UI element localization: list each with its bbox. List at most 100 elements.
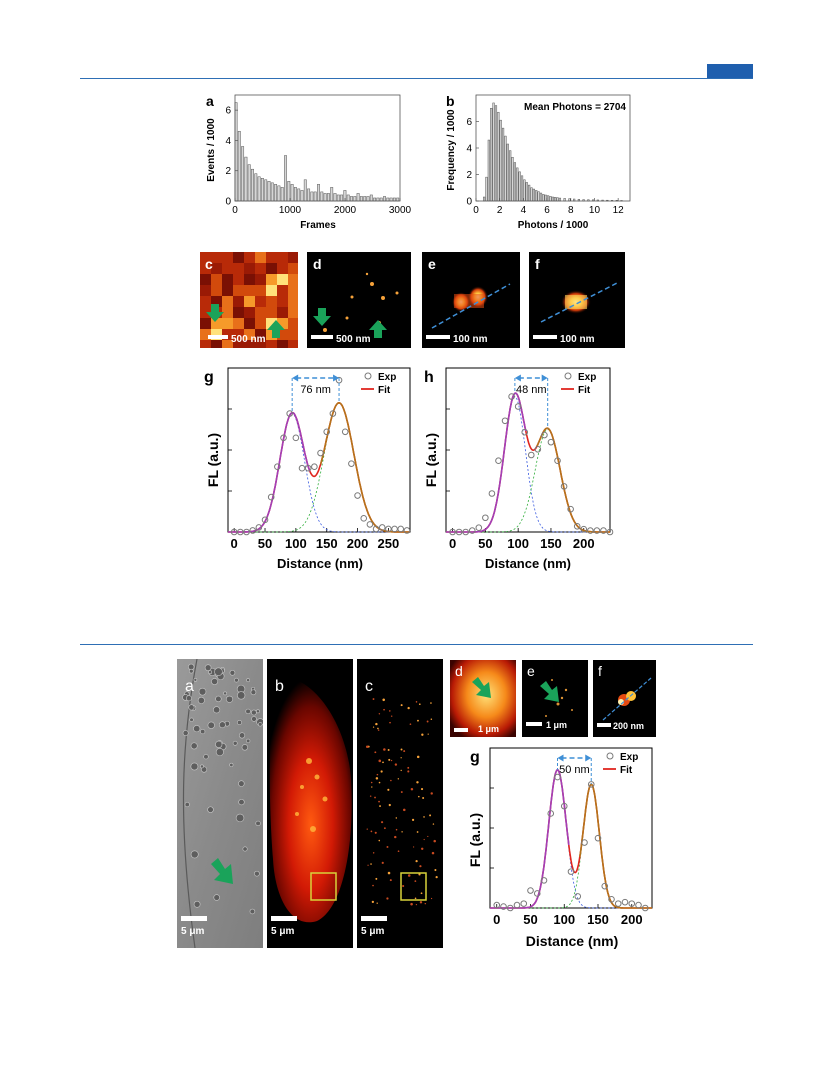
exp-data-point	[606, 528, 614, 536]
localization	[417, 719, 419, 722]
pixel	[211, 263, 222, 274]
localization	[423, 838, 425, 841]
legend-fit-label: Fit	[378, 385, 391, 396]
pixel	[288, 318, 298, 329]
granule	[200, 729, 206, 735]
granule	[245, 738, 251, 744]
granule	[234, 677, 239, 683]
localization	[374, 831, 377, 834]
histogram-bar	[490, 108, 493, 202]
exp-data-point	[560, 483, 568, 490]
histogram-bar	[537, 191, 540, 202]
histogram-bar	[303, 179, 307, 202]
pixel	[222, 296, 233, 307]
distance-label: 50 nm	[559, 764, 590, 776]
localization	[410, 902, 413, 906]
localization	[386, 845, 389, 848]
granule	[207, 806, 214, 813]
fig1-panel-c-image: 500 nm c	[200, 252, 298, 348]
histogram-bar	[499, 119, 502, 202]
exp-data-point	[274, 463, 281, 471]
x-tick-label: 4	[521, 205, 527, 216]
pixel	[288, 285, 298, 296]
localization	[418, 873, 421, 876]
pixel	[233, 296, 244, 307]
x-tick-label: 50	[258, 536, 272, 551]
localization	[431, 851, 435, 855]
pixel	[200, 285, 211, 296]
pixel	[233, 274, 244, 285]
histogram-bar	[369, 194, 373, 202]
exp-data-point	[635, 901, 642, 909]
histogram-bar	[487, 139, 490, 202]
distance-label: 76 nm	[300, 384, 331, 396]
localization	[389, 710, 391, 712]
granule	[254, 870, 260, 877]
pixel	[288, 329, 298, 340]
localization	[432, 823, 435, 825]
localization	[426, 720, 429, 723]
exp-data-point	[600, 527, 607, 534]
x-tick-label: 200	[573, 536, 595, 551]
histogram-bar	[520, 175, 524, 202]
x-tick-label: 100	[285, 536, 307, 551]
localization	[403, 808, 406, 812]
granule	[188, 663, 195, 671]
histogram-bar	[383, 196, 386, 202]
histogram-bar	[290, 184, 294, 202]
panel-letter: c	[205, 256, 213, 272]
mean-photons-annotation: Mean Photons = 2704	[524, 102, 626, 113]
histogram-bar	[504, 135, 507, 202]
exp-data-point	[488, 490, 496, 497]
x-tick-label: 100	[507, 536, 529, 551]
y-axis-label: FL (a.u.)	[205, 433, 221, 487]
green-arrow-icon	[540, 681, 559, 702]
exp-data-point	[541, 431, 548, 439]
scale-label: 100 nm	[453, 334, 488, 345]
localization	[419, 901, 423, 904]
exp-data-point	[614, 900, 622, 907]
exp-data-point	[348, 460, 355, 467]
pixel	[200, 318, 211, 329]
x-axis-label: Frames	[300, 220, 336, 231]
granule	[249, 908, 256, 915]
exp-data-point	[475, 524, 483, 532]
localization	[394, 763, 398, 766]
exp-data-point	[261, 516, 269, 524]
x-axis-label: Distance (nm)	[277, 556, 363, 571]
distance-label: 48 nm	[516, 384, 547, 396]
granule	[213, 706, 221, 714]
localization	[370, 781, 373, 784]
x-tick-label: 2000	[334, 205, 357, 216]
granule	[184, 802, 190, 808]
exp-data-point	[533, 890, 541, 897]
granule	[190, 762, 199, 771]
profile-line	[431, 283, 511, 329]
histogram-bar	[546, 195, 550, 202]
histogram-bar	[359, 196, 363, 202]
panel-letter: f	[535, 256, 540, 272]
fig1-panel-d-image: 500 nm d	[307, 252, 411, 348]
histogram-bar	[336, 194, 340, 202]
pixel	[211, 329, 222, 340]
histogram-bar	[277, 185, 281, 202]
pixel	[244, 285, 255, 296]
pixel	[277, 329, 288, 340]
localization	[372, 698, 375, 700]
localization	[423, 816, 425, 818]
exp-data-point	[449, 528, 456, 536]
legend-exp-label: Exp	[578, 372, 596, 383]
exp-data-point	[280, 434, 287, 442]
pixel	[200, 274, 211, 285]
x-tick-label: 8	[568, 205, 574, 216]
component-1-dashed	[490, 769, 652, 909]
legend-exp-marker	[564, 372, 572, 380]
exp-data-point	[354, 492, 361, 499]
localization	[407, 706, 410, 710]
histogram-bar	[346, 194, 350, 202]
pixel	[233, 285, 244, 296]
axes-frame	[234, 94, 401, 202]
green-arrow-icon	[211, 858, 233, 884]
pixel	[200, 340, 211, 348]
histogram-bar	[373, 197, 377, 202]
